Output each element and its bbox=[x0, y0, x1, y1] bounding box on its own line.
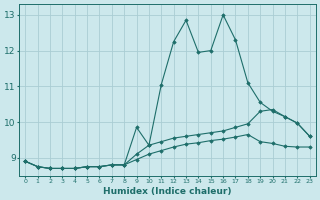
X-axis label: Humidex (Indice chaleur): Humidex (Indice chaleur) bbox=[103, 187, 232, 196]
